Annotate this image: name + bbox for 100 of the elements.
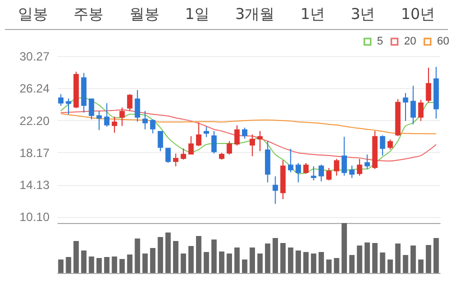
candlestick xyxy=(142,110,148,130)
candlestick xyxy=(334,158,340,176)
text: 1일 xyxy=(184,5,210,24)
candlestick xyxy=(380,134,386,156)
candlestick xyxy=(364,154,370,170)
text: 주봉 xyxy=(74,5,104,24)
bar xyxy=(104,257,110,273)
candlestick xyxy=(150,118,156,134)
candlestick xyxy=(272,176,278,204)
bar xyxy=(180,254,186,273)
bar xyxy=(81,250,86,273)
candlestick xyxy=(119,107,125,126)
bar xyxy=(426,245,432,273)
bar xyxy=(364,242,370,273)
bar xyxy=(88,256,94,273)
candlestick xyxy=(226,140,232,156)
bar xyxy=(433,238,439,273)
candlestick xyxy=(234,124,240,146)
bar xyxy=(188,246,194,273)
bar xyxy=(158,237,164,273)
candlestick xyxy=(88,98,94,120)
bar xyxy=(242,260,248,273)
bar xyxy=(134,238,140,273)
line-series xyxy=(60,113,437,134)
bar xyxy=(211,240,217,273)
legend-label: 60 xyxy=(437,36,450,48)
bar xyxy=(58,260,64,273)
bar xyxy=(272,238,278,273)
candlestick xyxy=(196,122,202,147)
text: 10년 xyxy=(400,5,436,24)
bar xyxy=(296,250,301,273)
y-tick-label: 10.10 xyxy=(19,210,50,224)
y-tick-label: 30.27 xyxy=(19,50,50,64)
bar xyxy=(288,248,294,273)
bar xyxy=(127,254,132,273)
bar xyxy=(264,244,270,273)
bar xyxy=(418,260,424,273)
candlestick xyxy=(204,126,210,138)
bar xyxy=(173,241,178,273)
legend-label: 5 xyxy=(377,36,384,48)
bar xyxy=(303,252,309,273)
bar xyxy=(142,254,148,273)
candlestick xyxy=(349,165,355,179)
candlestick xyxy=(318,164,324,182)
bar xyxy=(226,254,232,273)
candlestick xyxy=(296,162,301,183)
candlestick xyxy=(96,110,102,131)
candlestick xyxy=(165,147,171,164)
bar xyxy=(372,243,378,273)
candlestick xyxy=(58,94,64,106)
bar xyxy=(73,241,79,273)
y-tick-label: 22.20 xyxy=(19,114,50,128)
bar xyxy=(356,246,362,273)
candlestick xyxy=(173,153,178,167)
bar xyxy=(342,223,347,273)
candlestick xyxy=(310,166,316,181)
legend-label: 20 xyxy=(404,36,416,48)
bar xyxy=(326,260,332,273)
bar xyxy=(234,248,240,273)
bar xyxy=(410,246,416,273)
candlestick xyxy=(112,116,118,134)
candlestick xyxy=(66,98,72,115)
bar xyxy=(165,232,171,273)
bar xyxy=(349,255,355,273)
bar xyxy=(150,248,156,273)
bar xyxy=(119,259,125,273)
bar xyxy=(257,254,263,273)
candlestick xyxy=(426,67,432,104)
y-tick-label: 26.24 xyxy=(19,82,50,96)
candlestick xyxy=(188,136,194,156)
bar xyxy=(66,257,72,273)
candlestick xyxy=(303,162,309,174)
y-tick-label: 18.17 xyxy=(19,146,50,160)
candlestick xyxy=(342,136,347,176)
y-tick-label: 14.13 xyxy=(19,178,50,192)
bar xyxy=(250,248,256,273)
bar xyxy=(380,252,386,273)
bar xyxy=(310,254,316,273)
candlestick xyxy=(257,130,263,152)
candlestick xyxy=(356,158,362,176)
candlestick xyxy=(242,127,248,140)
bar xyxy=(395,244,401,273)
candlestick xyxy=(127,94,132,112)
bar xyxy=(318,252,324,273)
text: 월봉 xyxy=(129,5,160,24)
bar xyxy=(219,252,224,273)
bar xyxy=(96,258,102,273)
bar xyxy=(280,243,286,273)
candlestick xyxy=(418,99,424,122)
candlestick xyxy=(134,90,140,122)
text: 1년 xyxy=(300,5,325,24)
bar xyxy=(402,255,408,273)
candlestick xyxy=(288,148,294,173)
candlestick xyxy=(250,134,256,157)
candlestick xyxy=(180,148,186,160)
candlestick xyxy=(326,167,332,181)
candlestick xyxy=(104,102,110,128)
bar xyxy=(204,252,210,273)
candlestick xyxy=(158,130,164,152)
text: 일봉 xyxy=(18,5,48,24)
